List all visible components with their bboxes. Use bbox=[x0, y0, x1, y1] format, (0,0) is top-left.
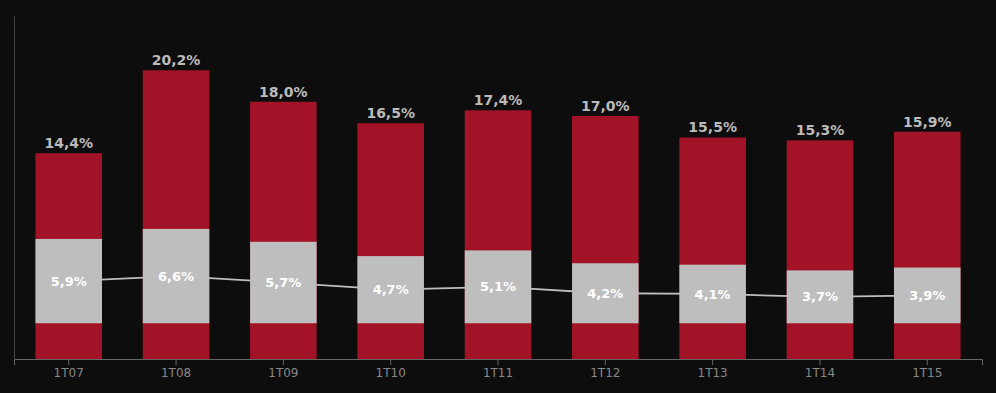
bar bbox=[250, 102, 317, 359]
bar-segment bbox=[143, 229, 210, 323]
data-label: 15,5% bbox=[688, 119, 737, 135]
data-label: 5,9% bbox=[51, 274, 87, 289]
chart: 1T07 1T08 1T09 1T10 1T11 1T12 1T13 1T14 1T15 14,4… bbox=[0, 0, 996, 393]
x-tick-mark bbox=[390, 359, 391, 365]
data-label: 15,9% bbox=[903, 114, 952, 130]
x-tick-mark bbox=[819, 359, 820, 365]
x-tick-label: 1T12 bbox=[590, 366, 620, 380]
bar bbox=[143, 70, 210, 359]
x-tick: 1T11 bbox=[483, 359, 513, 380]
data-label: 4,2% bbox=[587, 286, 623, 301]
bar bbox=[572, 116, 639, 359]
data-label: 17,4% bbox=[474, 92, 523, 108]
x-axis: 1T07 1T08 1T09 1T10 1T11 1T12 1T13 1T14 1T15 bbox=[15, 359, 983, 380]
data-label: 4,7% bbox=[373, 282, 409, 297]
data-label: 3,7% bbox=[802, 289, 838, 304]
x-tick-mark bbox=[927, 359, 928, 365]
x-tick-mark bbox=[498, 359, 499, 365]
x-tick-mark bbox=[605, 359, 606, 365]
x-tick-label: 1T10 bbox=[376, 366, 406, 380]
x-tick-mark bbox=[68, 359, 69, 365]
x-tick-mark bbox=[176, 359, 177, 365]
data-label: 4,1% bbox=[695, 287, 731, 302]
x-tick-label: 1T15 bbox=[912, 366, 942, 380]
x-tick-mark bbox=[283, 359, 284, 365]
data-label: 18,0% bbox=[259, 84, 308, 100]
data-label: 14,4% bbox=[44, 135, 93, 151]
line bbox=[69, 276, 928, 297]
bar bbox=[894, 132, 961, 359]
data-label: 5,1% bbox=[480, 279, 516, 294]
bar bbox=[679, 137, 746, 359]
x-tick: 1T14 bbox=[805, 359, 835, 380]
chart-container: 1T07 1T08 1T09 1T10 1T11 1T12 1T13 1T14 1T15 14,4… bbox=[0, 0, 996, 393]
bar bbox=[465, 110, 532, 359]
y-axis-line bbox=[14, 17, 15, 360]
bar bbox=[357, 123, 424, 359]
x-tick: 1T15 bbox=[912, 359, 942, 380]
x-tick-label: 1T14 bbox=[805, 366, 835, 380]
data-label: 3,9% bbox=[909, 288, 945, 303]
x-tick: 1T09 bbox=[268, 359, 298, 380]
x-tick-mark bbox=[712, 359, 713, 365]
bar bbox=[35, 153, 102, 359]
x-tick: 1T13 bbox=[698, 359, 728, 380]
data-label: 20,2% bbox=[152, 52, 201, 68]
x-tick: 1T07 bbox=[54, 359, 84, 380]
data-label: 6,6% bbox=[158, 269, 194, 284]
x-tick-label: 1T11 bbox=[483, 366, 513, 380]
x-tick: 1T08 bbox=[161, 359, 191, 380]
data-label: 17,0% bbox=[581, 98, 630, 114]
marks bbox=[35, 70, 960, 359]
x-tick: 1T12 bbox=[590, 359, 620, 380]
data-label: 15,3% bbox=[796, 122, 845, 138]
plot: 1T07 1T08 1T09 1T10 1T11 1T12 1T13 1T14 1T15 14,4… bbox=[15, 17, 983, 380]
bar-segment bbox=[250, 242, 317, 323]
bar bbox=[787, 140, 854, 359]
data-labels: 14,4% 20,2% 18,0% 16,5% 17,4% 17,0% 15,5% 15,3%… bbox=[44, 52, 951, 304]
x-axis-line bbox=[15, 360, 983, 366]
data-label: 16,5% bbox=[366, 105, 415, 121]
x-tick: 1T10 bbox=[376, 359, 406, 380]
x-tick-label: 1T07 bbox=[54, 366, 84, 380]
data-label: 5,7% bbox=[265, 275, 301, 290]
y-axis bbox=[14, 17, 15, 360]
bar-segment bbox=[35, 239, 102, 323]
x-tick-label: 1T08 bbox=[161, 366, 191, 380]
x-tick-label: 1T13 bbox=[698, 366, 728, 380]
x-tick-label: 1T09 bbox=[268, 366, 298, 380]
